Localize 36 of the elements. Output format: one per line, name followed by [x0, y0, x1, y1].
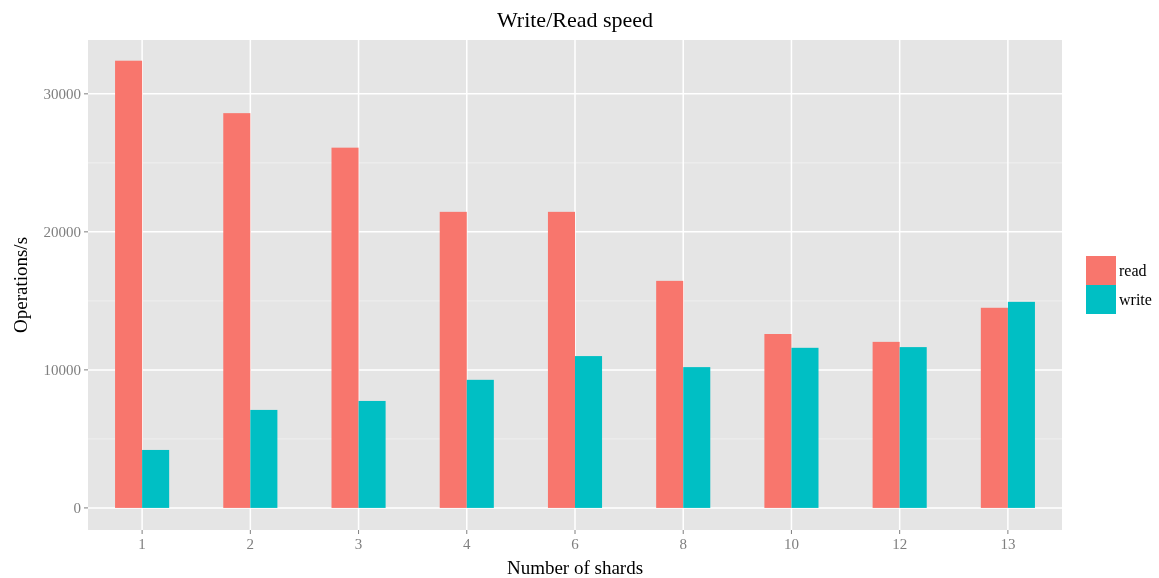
bar [358, 400, 386, 508]
bar [547, 211, 575, 508]
x-tick-label: 1 [138, 536, 146, 552]
x-tick-label: 3 [354, 536, 363, 552]
bar [142, 449, 170, 508]
bar [115, 60, 143, 508]
x-axis-title: Number of shards [506, 557, 644, 578]
bar [872, 341, 900, 508]
x-tick-label: 6 [571, 536, 580, 552]
x-tick-label: 4 [463, 536, 472, 552]
y-tick-label: 10000 [43, 362, 81, 379]
x-tick-label: 8 [679, 536, 687, 552]
bar [331, 147, 359, 508]
y-axis-title: Operations/s [10, 236, 31, 334]
x-tick-label: 12 [892, 536, 908, 552]
x-tick-label: 13 [1000, 536, 1016, 552]
legend-label: write [1119, 291, 1152, 308]
bar [656, 280, 684, 508]
chart-title: Write/Read speed [496, 7, 654, 32]
bar [575, 356, 603, 508]
bar [1007, 301, 1035, 508]
y-tick-label: 0 [73, 500, 81, 517]
bar [791, 347, 819, 508]
bar [764, 334, 792, 508]
bar [250, 409, 278, 508]
bar [683, 367, 711, 508]
x-tick-label: 2 [246, 536, 255, 552]
bar [899, 347, 927, 508]
bar [223, 113, 251, 508]
bar [980, 307, 1008, 508]
y-tick-label: 20000 [43, 224, 81, 241]
legend-label: read [1119, 262, 1147, 279]
bar [466, 379, 494, 508]
bar [439, 211, 467, 508]
y-tick-label: 30000 [43, 86, 81, 103]
x-tick-label: 10 [783, 536, 799, 552]
